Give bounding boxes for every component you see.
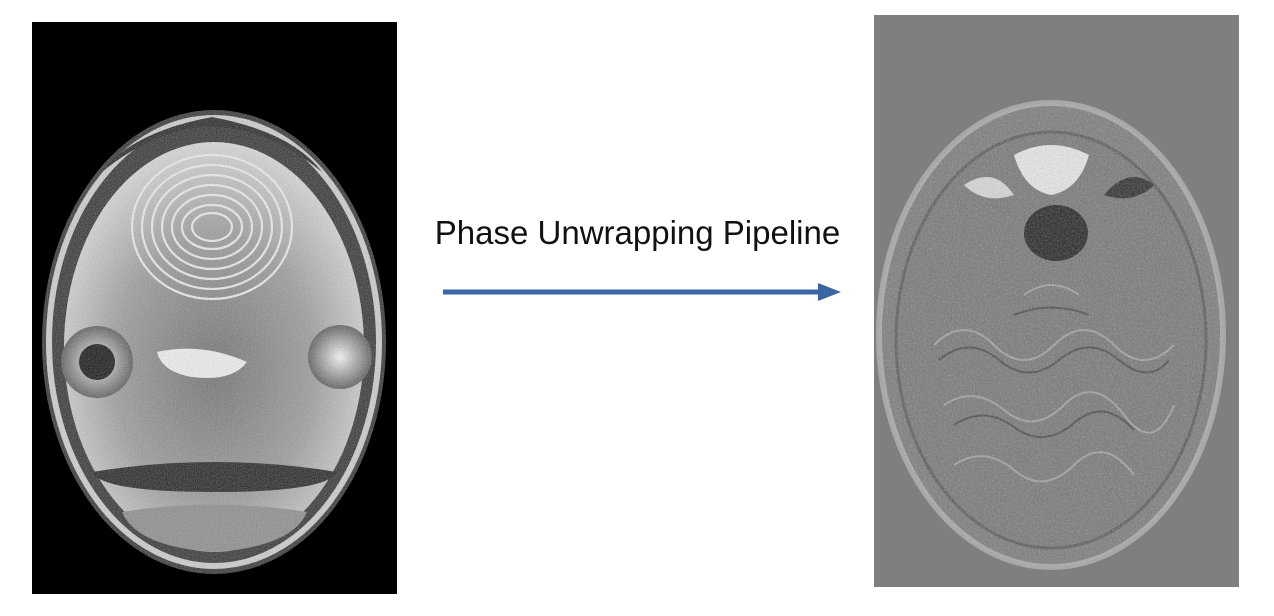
- pipeline-arrow: [440, 280, 844, 304]
- wrapped-phase-brain-mri-icon: [42, 110, 386, 574]
- unwrapped-phase-brain-mri-icon: [876, 100, 1226, 570]
- wrapped-phase-image: [32, 22, 397, 594]
- pipeline-label: Phase Unwrapping Pipeline: [434, 214, 841, 251]
- arrow-right-icon: [443, 283, 841, 301]
- unwrapped-phase-image: [874, 15, 1239, 587]
